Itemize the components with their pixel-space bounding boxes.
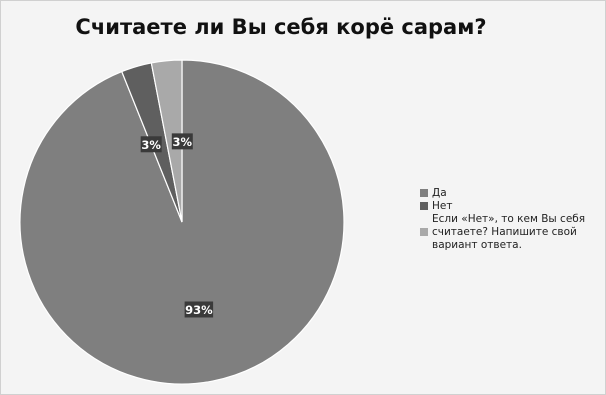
chart-title: Считаете ли Вы себя корё сарам?	[75, 15, 487, 39]
legend-item: Если «Нет», то кем Вы себя считаете? Напи…	[420, 213, 600, 252]
pie-slice	[150, 59, 183, 223]
legend-label: Нет	[432, 200, 453, 212]
svg-text:93%: 93%	[185, 303, 213, 317]
data-label: 93%	[184, 301, 214, 318]
svg-text:3%: 3%	[173, 135, 193, 149]
legend-item: Да	[420, 187, 600, 200]
data-label: 3%	[171, 133, 193, 150]
legend-swatch	[420, 189, 428, 197]
legend-swatch	[420, 228, 428, 236]
legend-label: Если «Нет», то кем Вы себя	[432, 213, 586, 225]
legend-label: считаете? Напишите свой	[432, 226, 577, 238]
chart-legend: Да Нет Если «Нет», то кем Вы себя считаете?…	[420, 187, 600, 252]
legend-item: Нет	[420, 200, 600, 213]
data-label: 3%	[140, 136, 162, 153]
legend-label: вариант ответа.	[432, 239, 522, 251]
svg-text:3%: 3%	[141, 138, 161, 152]
legend-label: Да	[432, 187, 447, 199]
legend-swatch	[420, 202, 428, 210]
